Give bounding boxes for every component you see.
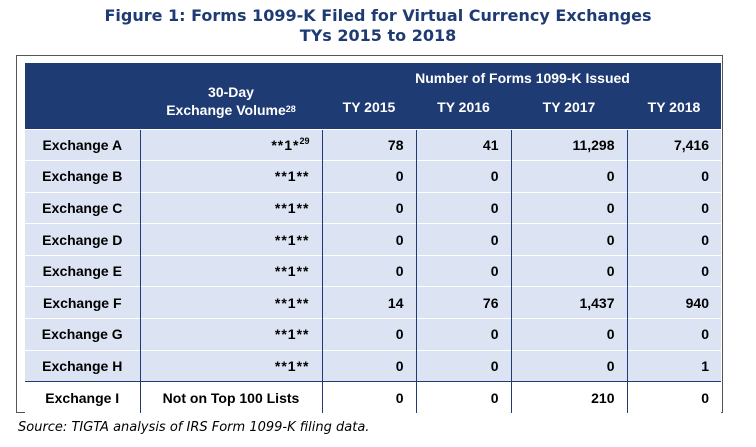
ty2017-value: 11,298 — [510, 128, 627, 161]
exchange-volume: **1** — [139, 160, 322, 193]
table-row: Exchange F **1** 14 76 1,437 940 — [25, 286, 721, 319]
forms-issued-group-header: Number of Forms 1099-K Issued — [415, 70, 630, 86]
ty2018-value: 0 — [626, 160, 721, 193]
ty2018-value: 0 — [626, 191, 721, 224]
figure-title: Figure 1: Forms 1099-K Filed for Virtual… — [104, 6, 652, 25]
exchange-name: Exchange B — [25, 160, 140, 193]
volume-footnote: 29 — [299, 135, 310, 146]
ty2018-value: 0 — [626, 318, 721, 351]
ty2016-value: 76 — [415, 286, 511, 319]
figure-subtitle: TYs 2015 to 2018 — [299, 26, 457, 45]
ty2015-value: 0 — [321, 318, 416, 351]
exchange-name: Exchange H — [25, 349, 140, 382]
table-row: Exchange C **1** 0 0 0 0 — [25, 191, 721, 224]
ty2017-value: 1,437 — [510, 286, 627, 319]
ty2015-value: 0 — [321, 191, 416, 224]
ty2016-value: 0 — [415, 223, 511, 256]
ty2018-value: 0 — [626, 254, 721, 287]
table-row: Exchange E **1** 0 0 0 0 — [25, 254, 721, 287]
ty2015-value: 0 — [321, 223, 416, 256]
source-note: Source: TIGTA analysis of IRS Form 1099-… — [18, 420, 370, 435]
volume-header-line1: 30-Day — [208, 84, 254, 100]
exchange-name: Exchange F — [25, 286, 140, 319]
ty2015-column-header — [322, 63, 416, 129]
exchange-volume: **1** — [139, 254, 322, 287]
ty2015-value: 0 — [321, 381, 416, 414]
ty2018-column-header — [627, 63, 721, 129]
ty2017-value: 210 — [510, 381, 627, 414]
exchange-column-header — [25, 63, 140, 129]
exchange-volume: **1** — [139, 286, 322, 319]
ty2016-value: 0 — [415, 160, 511, 193]
exchange-volume: **1** — [139, 349, 322, 382]
year-header-2015: TY 2015 — [342, 99, 396, 115]
ty2016-value: 0 — [415, 349, 511, 382]
ty2016-column-header — [416, 63, 511, 129]
ty2018-value: 0 — [626, 381, 721, 414]
table-row: Exchange B **1** 0 0 0 0 — [25, 160, 721, 193]
table-row: Exchange A **1*29 78 41 11,298 7,416 — [25, 128, 721, 161]
exchange-volume: **1** — [139, 318, 322, 351]
ty2016-value: 0 — [415, 381, 511, 414]
ty2016-value: 41 — [415, 128, 511, 161]
ty2015-value: 0 — [321, 160, 416, 193]
exchange-volume: **1*29 — [139, 128, 322, 161]
table-row: Exchange I Not on Top 100 Lists 0 0 210 … — [25, 381, 721, 414]
ty2018-value: 940 — [626, 286, 721, 319]
ty2017-column-header — [511, 63, 627, 129]
volume-column-header: 30-Day Exchange Volume28 — [140, 63, 322, 129]
forms-1099k-table: 30-Day Exchange Volume28 Exchange A **1*… — [25, 63, 721, 414]
ty2015-value: 0 — [321, 349, 416, 382]
table-row: Exchange H **1** 0 0 0 1 — [25, 349, 721, 382]
ty2015-value: 78 — [321, 128, 416, 161]
exchange-name: Exchange C — [25, 191, 140, 224]
exchange-volume: **1** — [139, 191, 322, 224]
volume-header-line2: Exchange Volume — [166, 102, 286, 118]
ty2018-value: 0 — [626, 223, 721, 256]
ty2017-value: 0 — [510, 160, 627, 193]
ty2018-value: 7,416 — [626, 128, 721, 161]
year-header-2018: TY 2018 — [647, 99, 701, 115]
exchange-name: Exchange I — [25, 381, 140, 414]
exchange-volume: Not on Top 100 Lists — [139, 381, 322, 414]
ty2016-value: 0 — [415, 191, 511, 224]
volume-header-footnote: 28 — [285, 104, 296, 114]
exchange-volume: **1** — [139, 223, 322, 256]
table-row: Exchange D **1** 0 0 0 0 — [25, 223, 721, 256]
ty2017-value: 0 — [510, 318, 627, 351]
year-header-2017: TY 2017 — [542, 99, 596, 115]
ty2017-value: 0 — [510, 223, 627, 256]
ty2015-value: 0 — [321, 254, 416, 287]
ty2018-value: 1 — [626, 349, 721, 382]
exchange-name: Exchange A — [25, 128, 140, 161]
ty2015-value: 14 — [321, 286, 416, 319]
ty2017-value: 0 — [510, 349, 627, 382]
ty2016-value: 0 — [415, 254, 511, 287]
year-header-2016: TY 2016 — [437, 99, 490, 115]
ty2016-value: 0 — [415, 318, 511, 351]
ty2017-value: 0 — [510, 191, 627, 224]
ty2017-value: 0 — [510, 254, 627, 287]
table-row: Exchange G **1** 0 0 0 0 — [25, 318, 721, 351]
table-header-row: 30-Day Exchange Volume28 — [25, 63, 721, 129]
exchange-name: Exchange G — [25, 318, 140, 351]
exchange-name: Exchange D — [25, 223, 140, 256]
exchange-name: Exchange E — [25, 254, 140, 287]
